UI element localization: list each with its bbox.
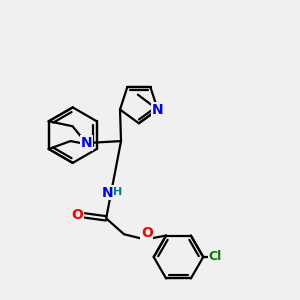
Text: O: O: [141, 226, 153, 240]
Text: O: O: [71, 208, 83, 222]
Text: Cl: Cl: [208, 250, 222, 263]
Text: N: N: [101, 186, 113, 200]
Text: H: H: [113, 187, 123, 196]
Text: N: N: [80, 136, 92, 150]
Text: N: N: [152, 103, 164, 117]
